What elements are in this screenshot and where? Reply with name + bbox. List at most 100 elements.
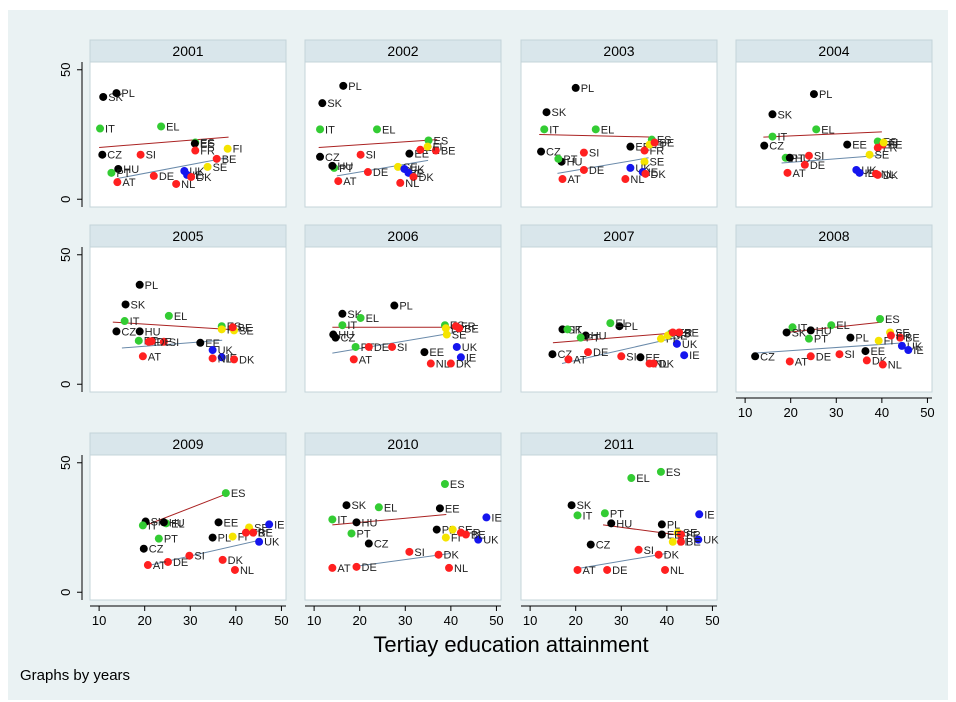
fit-line — [318, 139, 438, 148]
point — [316, 125, 325, 134]
point-label: AT — [337, 563, 351, 575]
point — [567, 501, 576, 510]
point — [331, 333, 340, 342]
point — [835, 350, 844, 359]
point — [221, 489, 230, 498]
fit-line — [557, 157, 649, 174]
point — [138, 521, 147, 530]
point-label: NL — [454, 563, 468, 575]
point — [862, 356, 871, 365]
point — [672, 339, 681, 348]
point — [374, 503, 383, 512]
point-label: AT — [573, 354, 587, 366]
fit-line — [561, 337, 677, 365]
point-label: NL — [670, 565, 684, 577]
point-label: DE — [362, 562, 377, 574]
point-label: DK — [456, 359, 472, 371]
point-label: HU — [362, 517, 378, 529]
point-label: CZ — [374, 539, 389, 551]
point — [230, 355, 239, 364]
point — [876, 314, 885, 323]
point — [621, 175, 630, 184]
point — [112, 89, 121, 98]
point — [482, 513, 491, 522]
point-label: IE — [491, 512, 501, 524]
point — [208, 346, 217, 355]
point — [420, 348, 429, 357]
point — [223, 144, 232, 153]
point-label: DK — [664, 550, 680, 562]
point — [542, 108, 551, 117]
point-label: UK — [409, 164, 425, 176]
point-label: DE — [157, 336, 172, 348]
point — [785, 153, 794, 162]
point-label: EL — [384, 502, 397, 514]
point — [191, 146, 200, 155]
point-label: SE — [239, 325, 254, 337]
point-label: CZ — [760, 351, 775, 363]
point — [338, 321, 347, 330]
point — [654, 550, 663, 559]
point — [432, 525, 441, 534]
point — [228, 532, 237, 541]
point — [351, 342, 360, 351]
point — [135, 327, 144, 336]
point — [390, 301, 399, 310]
point-label: AT — [793, 168, 807, 180]
point-label: PT — [814, 334, 828, 346]
point — [606, 319, 615, 328]
point — [134, 336, 143, 345]
fit-line — [336, 159, 429, 177]
x-tick-label: 30 — [183, 613, 197, 628]
point — [347, 529, 356, 538]
point-label: EL — [382, 124, 395, 136]
point-label: SI — [644, 545, 654, 557]
point-label: NL — [888, 360, 902, 372]
point-label: PT — [563, 154, 577, 166]
point-label: IE — [689, 350, 699, 362]
panel-title: 2007 — [603, 228, 634, 244]
point-label: FI — [655, 140, 665, 152]
point — [154, 534, 163, 543]
point-label: IE — [413, 168, 423, 180]
point — [657, 520, 666, 529]
point-label: SE — [213, 162, 228, 174]
point-label: DE — [810, 160, 825, 172]
point-label: PT — [791, 153, 805, 165]
point — [806, 326, 815, 335]
point — [187, 172, 196, 181]
point-label: NL — [181, 179, 195, 191]
point — [316, 152, 325, 161]
point-label: HU — [616, 518, 632, 530]
point-label: PT — [356, 528, 370, 540]
point — [827, 321, 836, 330]
point — [159, 518, 168, 527]
point — [342, 501, 351, 510]
point — [579, 148, 588, 157]
point-label: SK — [327, 98, 342, 110]
point — [139, 544, 148, 553]
point — [217, 325, 226, 334]
point-label: AT — [122, 177, 136, 189]
point — [558, 175, 567, 184]
point-label: DK — [883, 170, 899, 182]
point — [695, 510, 704, 519]
x-tick-label: 50 — [489, 613, 503, 628]
point-label: EL — [821, 124, 834, 136]
point — [120, 317, 129, 326]
point-label: PL — [667, 519, 680, 531]
point-label: AT — [153, 560, 167, 572]
x-tick-label: 10 — [307, 613, 321, 628]
point — [554, 154, 563, 163]
point — [871, 169, 880, 178]
point-label: SK — [777, 109, 792, 121]
point-label: SK — [792, 327, 807, 339]
point — [147, 337, 156, 346]
point-label: BE — [905, 333, 920, 345]
point-label: SE — [683, 528, 698, 540]
point-label: AT — [583, 565, 597, 577]
y-tick-label: 50 — [58, 456, 73, 470]
point — [138, 352, 147, 361]
